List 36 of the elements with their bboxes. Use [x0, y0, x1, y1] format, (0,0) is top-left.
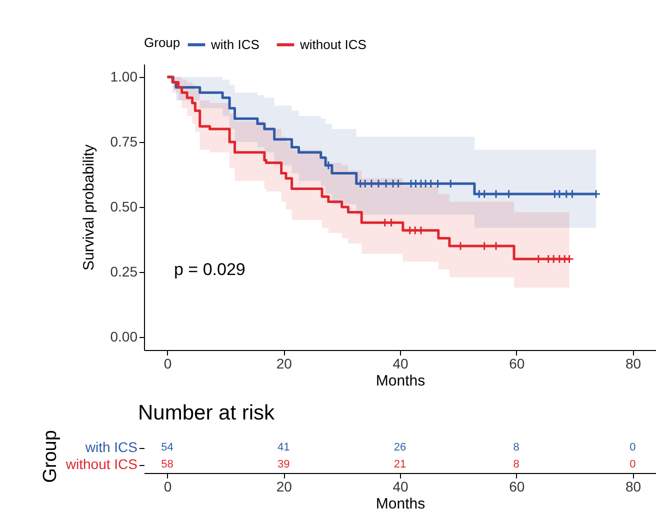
data-label: 41: [278, 442, 290, 454]
data-label: 21: [394, 458, 406, 470]
y-tick-label: without ICS: [64, 456, 138, 472]
y-tick-label: 1.00: [110, 68, 138, 84]
x-tick-label: 20: [276, 478, 292, 494]
y-axis-title: Group: [40, 430, 61, 483]
data-label: 26: [394, 442, 406, 454]
x-tick-label: 20: [276, 356, 292, 372]
x-tick-label: 0: [164, 356, 172, 372]
x-tick-label: 40: [392, 356, 408, 372]
legend-label: without ICS: [299, 36, 367, 52]
annotation: p = 0.029: [174, 260, 246, 279]
data-label: 58: [161, 458, 174, 470]
chart-title: Number at risk: [138, 402, 276, 425]
data-label: 39: [278, 458, 290, 470]
x-tick-label: 60: [509, 478, 525, 494]
x-tick-label: 0: [164, 478, 172, 494]
legend-label: with ICS: [210, 36, 260, 52]
y-tick-label: 0.75: [110, 134, 138, 150]
x-axis-title: Months: [376, 372, 426, 390]
data-label: 54: [161, 442, 174, 454]
data-label: 0: [630, 458, 636, 470]
x-tick-label: 80: [625, 478, 642, 494]
x-tick-label: 80: [625, 356, 642, 372]
y-axis-title: Survival probability: [80, 144, 98, 270]
legend-title: Group: [144, 35, 180, 50]
data-label: 0: [630, 442, 636, 454]
x-axis-title: Months: [376, 496, 426, 512]
y-tick-label: with ICS: [84, 439, 138, 455]
y-tick-label: 0.50: [110, 198, 138, 214]
x-tick-label: 60: [509, 356, 525, 372]
data-label: 8: [513, 442, 520, 454]
data-label: 8: [513, 458, 520, 470]
y-tick-label: 0.25: [110, 264, 138, 280]
x-tick-label: 40: [392, 478, 408, 494]
y-tick-label: 0.00: [110, 328, 138, 344]
